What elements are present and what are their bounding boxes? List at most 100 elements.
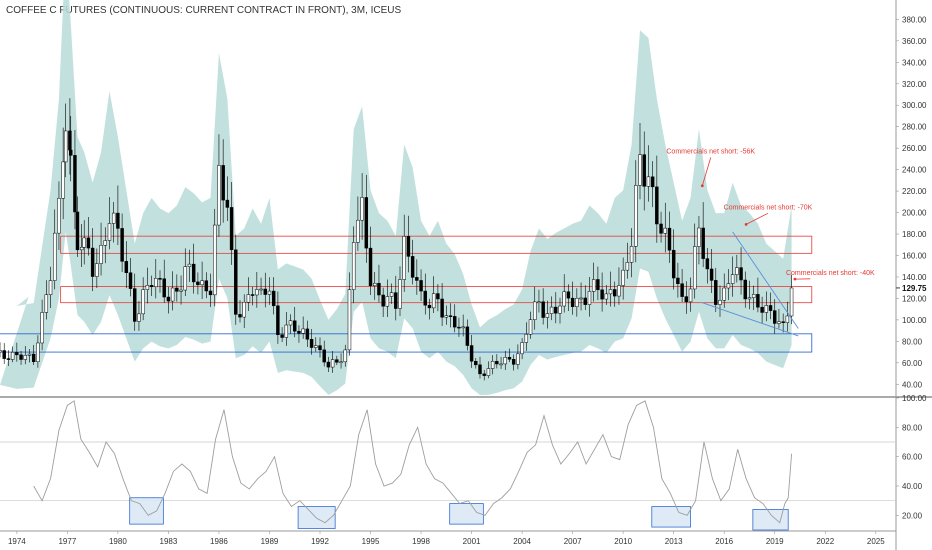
candle-body-42 — [166, 296, 171, 302]
osc-box-4 — [752, 509, 789, 531]
candle-body-150 — [621, 269, 625, 286]
candle-body-90 — [368, 247, 373, 287]
candle-body-53 — [213, 224, 217, 296]
candle-body-171 — [709, 268, 714, 281]
candle-body-28 — [107, 223, 112, 241]
candle-body-71 — [288, 320, 293, 326]
price-tick-5: 280.00 — [902, 123, 927, 132]
candle-body-10 — [40, 312, 44, 344]
candle-body-38 — [149, 285, 154, 288]
candle-body-152 — [629, 246, 634, 263]
price-tick-3: 320.00 — [902, 80, 927, 89]
candle-body-95 — [389, 292, 394, 297]
candle-body-143 — [591, 279, 596, 292]
candle-body-176 — [730, 274, 735, 284]
candle-body-98 — [402, 236, 406, 280]
candle-body-84 — [343, 349, 347, 363]
candle-body-44 — [175, 287, 179, 292]
candle-body-172 — [714, 280, 718, 305]
annotation-arrowhead-1 — [744, 222, 748, 226]
candle-body-128 — [528, 319, 533, 335]
candle-body-67 — [271, 290, 276, 307]
candle-body-40 — [158, 278, 162, 280]
candle-body-107 — [440, 298, 444, 318]
annotation-arrow-0 — [701, 157, 712, 186]
price-tick-10: 180.00 — [902, 230, 927, 239]
candle-body-146 — [604, 293, 609, 300]
candle-body-132 — [545, 313, 550, 318]
candle-body-39 — [154, 278, 158, 288]
candle-body-119 — [490, 361, 495, 369]
candle-body-4 — [15, 352, 19, 356]
candle-body-114 — [469, 345, 474, 362]
candle-body-181 — [751, 294, 756, 298]
time-tick-5: 1989 — [261, 537, 279, 546]
candle-body-21 — [79, 247, 84, 251]
osc-box-2 — [449, 503, 484, 525]
candle-body-170 — [705, 258, 710, 270]
time-tick-15: 2019 — [766, 537, 784, 546]
candle-body-135 — [558, 305, 562, 314]
candle-body-160 — [663, 227, 667, 234]
candle-body-57 — [229, 207, 234, 251]
price-tick-16: 60.00 — [902, 359, 923, 368]
candle-body-9 — [36, 342, 40, 362]
zone-box-red-0 — [60, 235, 813, 254]
candle-body-185 — [768, 305, 773, 311]
candle-body-66 — [267, 290, 272, 295]
candle-body-158 — [655, 186, 659, 225]
oscillator-line — [33, 400, 793, 524]
price-tick-11: 160.00 — [902, 251, 927, 260]
candle-body-58 — [234, 249, 238, 315]
candle-body-138 — [570, 297, 575, 307]
candle-body-65 — [263, 288, 267, 295]
candle-body-2 — [6, 358, 11, 360]
candle-body-97 — [398, 279, 402, 309]
candle-body-19 — [73, 155, 77, 213]
osc-box-3 — [651, 506, 691, 528]
time-tick-6: 1992 — [311, 537, 329, 546]
price-tick-12: 140.00 — [902, 273, 927, 282]
candle-body-75 — [305, 328, 310, 340]
candle-body-125 — [516, 353, 520, 365]
candle-body-24 — [90, 247, 95, 277]
candle-body-164 — [680, 283, 684, 297]
candle-body-94 — [385, 296, 390, 307]
candle-body-31 — [120, 228, 124, 262]
candle-body-88 — [360, 197, 364, 221]
candle-body-177 — [735, 267, 739, 275]
candle-body-18 — [69, 149, 73, 156]
candle-body-last — [789, 287, 794, 317]
candle-body-179 — [743, 279, 747, 300]
oscillator-pane — [33, 400, 793, 531]
candle-body-92 — [377, 282, 381, 296]
candle-body-188 — [781, 321, 785, 323]
time-tick-11: 2007 — [564, 537, 582, 546]
candle-body-55 — [221, 165, 225, 201]
time-tick-13: 2013 — [665, 537, 683, 546]
annotation-label-2: Commercials net short: -40K — [786, 270, 875, 277]
price-tick-7: 240.00 — [902, 166, 927, 175]
candle-body-145 — [600, 289, 604, 300]
candle-body-3 — [10, 352, 15, 360]
osc-tick-0: 100.00 — [902, 394, 927, 403]
candle-body-113 — [465, 326, 470, 346]
candle-body-149 — [617, 285, 621, 297]
time-tick-2: 1980 — [109, 537, 127, 546]
chart-title: COFFEE C FUTURES (CONTINUOUS: CURRENT CO… — [6, 5, 402, 16]
candle-body-126 — [520, 342, 524, 355]
annotation-label-0: Commercials net short: -56K — [666, 149, 755, 156]
candle-body-163 — [676, 277, 680, 284]
candle-body-136 — [562, 291, 566, 307]
candle-body-51 — [204, 280, 209, 292]
trendlines — [702, 231, 799, 337]
candle-body-25 — [95, 263, 99, 277]
candle-body-106 — [436, 293, 440, 300]
candle-body-93 — [381, 294, 385, 307]
candle-body-159 — [659, 223, 663, 234]
candle-body-147 — [608, 289, 613, 295]
candle-body-148 — [613, 289, 617, 297]
wedge-lower-line — [702, 302, 799, 337]
candle-body-30 — [116, 212, 120, 229]
